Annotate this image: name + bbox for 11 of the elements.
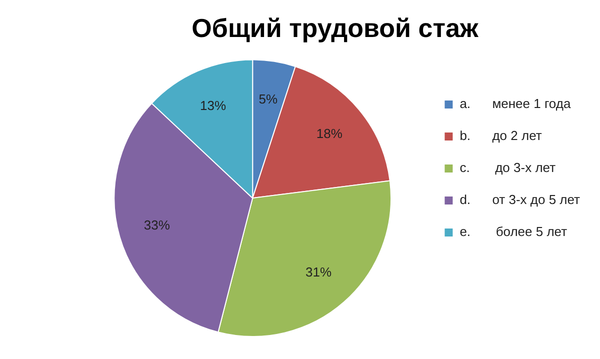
data-label: 13% [200, 98, 226, 114]
legend-label: a. менее 1 года [460, 96, 572, 112]
legend-label: d. от 3-х до 5 лет [460, 192, 580, 208]
data-label: 33% [144, 217, 170, 232]
chart-title: Общий трудовой стаж [192, 12, 479, 43]
legend-label: c. до 3-х лет [460, 160, 556, 176]
data-label: 18% [316, 126, 343, 142]
legend-label: b. до 2 лет [460, 128, 542, 144]
data-label: 5% [258, 91, 278, 106]
legend-label: e. более 5 лет [460, 224, 568, 240]
data-label: 31% [305, 264, 332, 280]
